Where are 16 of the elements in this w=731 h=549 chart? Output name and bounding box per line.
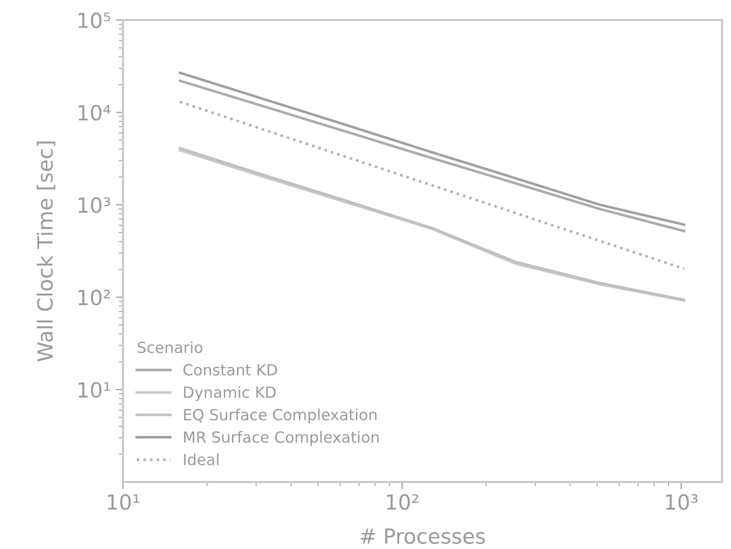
x-axis-title: # Processes [360,528,485,544]
x-tick-label: 10³ [666,494,698,510]
legend-label: Ideal [184,453,218,466]
y-tick-label: 10⁴ [78,104,111,121]
legend-title: Scenario [138,341,202,354]
y-axis-title: Wall Clock Time [sec] [36,142,56,362]
y-tick-label: 10² [78,290,110,306]
y-tick-label: 10⁵ [78,12,110,28]
x-tick-label: 10¹ [108,494,140,510]
y-tick-label: 10³ [78,197,110,214]
legend-label: Constant KD [183,364,278,376]
x-tick-label: 10² [386,494,418,510]
y-tick-label: 10¹ [78,382,110,398]
legend-label: Dynamic KD [184,386,276,401]
legend-label: MR Surface Complexation [184,431,379,446]
legend-label: EQ Surface Complexation [184,408,377,424]
